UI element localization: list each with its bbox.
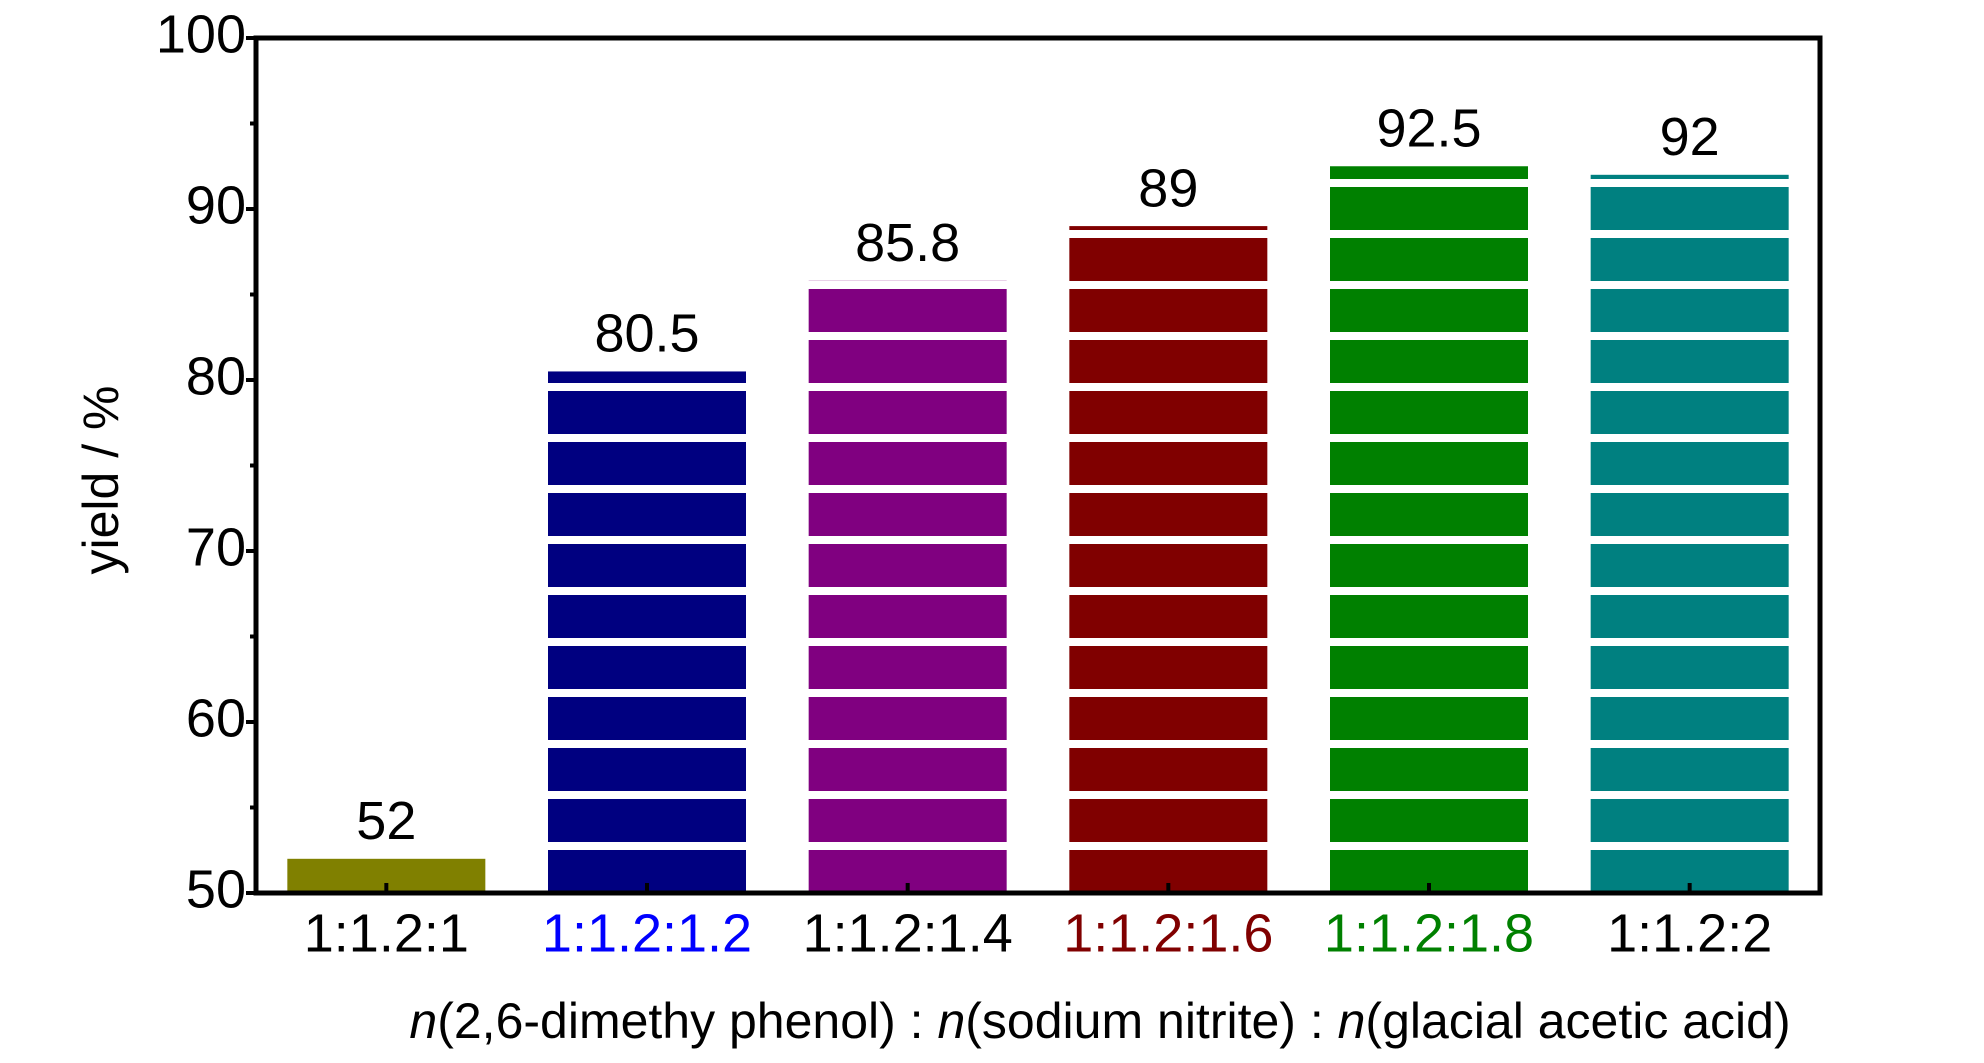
value-label: 80.5 [594,304,699,364]
y-tick-label: 60 [186,688,246,748]
x-label-part: n [937,993,965,1049]
x-label-part: (2,6-dimethy phenol) : [437,993,937,1049]
x-tick-label: 1:1.2:2 [1607,903,1772,963]
x-label-part: n [409,993,437,1049]
bar [1330,166,1528,893]
y-tick-label: 50 [186,859,246,919]
plot-frame [253,35,1823,896]
bar [1069,226,1268,894]
x-tick-label: 1:1.2:1.8 [1324,903,1534,963]
x-label-part: n [1338,993,1366,1049]
y-axis-label: yield / % [73,386,129,575]
x-tick-label: 1:1.2:1.6 [1063,903,1273,963]
x-tick-label: 1:1.2:1.2 [542,903,752,963]
value-label: 52 [356,791,416,851]
x-label-part: (glacial acetic acid) [1365,993,1790,1049]
x-axis-label: n(2,6-dimethy phenol) : n(sodium nitrite… [409,993,1790,1049]
y-tick-label: 100 [156,4,246,64]
bar [808,280,1007,893]
value-label: 92 [1660,107,1720,167]
value-label: 89 [1138,158,1198,218]
x-tick-label: 1:1.2:1 [304,903,469,963]
value-label: 92.5 [1376,99,1481,159]
y-tick-label: 90 [186,175,246,235]
value-label: 85.8 [855,213,960,273]
bar [1590,174,1789,894]
y-tick-label: 70 [186,517,246,577]
bar [548,371,746,893]
x-label-part: (sodium nitrite) : [965,993,1337,1049]
y-tick-label: 80 [186,346,246,406]
x-tick-label: 1:1.2:1.4 [803,903,1013,963]
